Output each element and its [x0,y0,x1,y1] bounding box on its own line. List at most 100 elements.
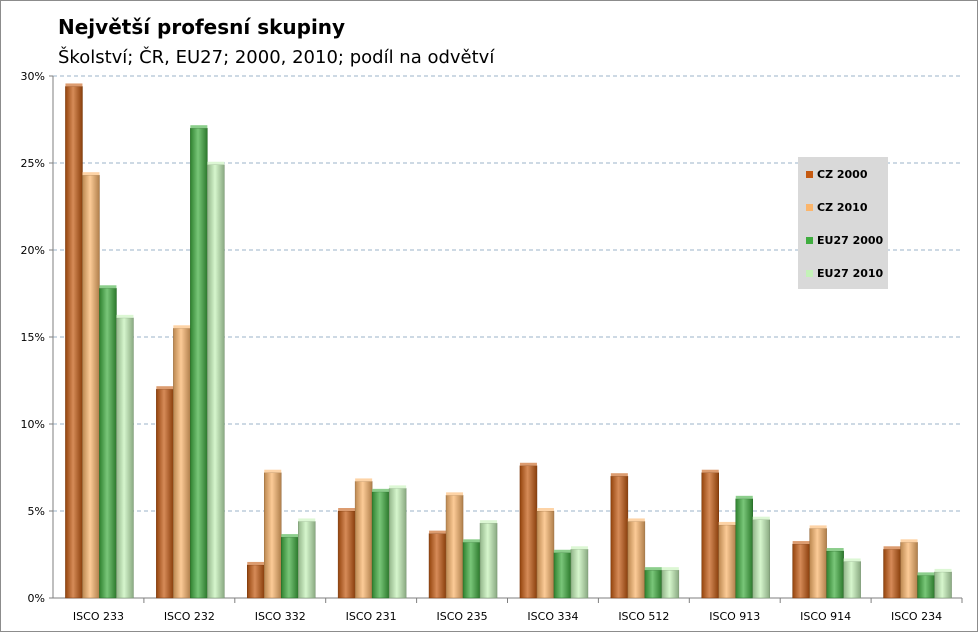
bar-cap [519,462,537,466]
bar-cap [735,495,753,499]
bar-cap [429,530,447,534]
bar-cap [65,83,83,87]
bar [536,510,555,599]
bar [519,465,538,599]
bar-cap [281,534,299,538]
bar [792,543,810,599]
legend-item: EU27 2000 [806,232,883,248]
bar-cap [752,516,770,520]
y-tick-label: 10% [21,418,45,431]
y-tick-label: 25% [21,157,45,170]
x-tick-label: ISCO 235 [437,610,488,623]
bar [917,575,935,599]
bar [570,549,589,599]
y-tick-label: 20% [21,244,45,257]
bar [934,571,952,599]
bar [479,522,498,599]
legend-item: CZ 2000 [806,166,868,182]
bar [809,528,827,599]
chart-subtitle: Školství; ČR, EU27; 2000, 2010; podíl na… [58,47,495,68]
bar [173,328,191,599]
bar-cap [610,473,628,477]
bar-cap [570,546,588,550]
bar [735,498,753,599]
bar-cap [644,567,662,571]
bar-cap [661,567,679,571]
bar [752,519,770,599]
y-tick-label: 0% [28,592,45,605]
bar [156,388,174,599]
bar-cap [298,518,316,522]
legend-swatch [806,269,813,277]
bar [843,561,861,599]
x-tick-label: ISCO 334 [527,610,578,623]
bar-cap [173,325,191,329]
bar-cap [463,539,481,543]
bar-cap [883,546,901,550]
bar [718,524,736,599]
bar [883,549,901,599]
bar-cap [917,572,935,576]
bar [428,533,447,599]
bar-cap [536,508,554,511]
legend-swatch [806,203,813,211]
bar [82,174,100,599]
bar [462,542,481,599]
bar [445,495,464,599]
x-tick-label: ISCO 233 [73,610,124,623]
x-tick-label: ISCO 232 [164,610,215,623]
bar-cap [826,548,844,552]
bar [247,564,265,599]
bar [371,491,390,599]
x-tick-label: ISCO 234 [891,610,942,623]
bar-cap [355,478,373,482]
bar-cap [553,549,571,553]
bar [610,475,629,599]
legend-item: EU27 2010 [806,265,883,281]
bar [207,164,225,599]
bar-cap [190,125,208,129]
x-tick-label: ISCO 231 [346,610,397,623]
bar [826,550,844,599]
bar-cap [247,561,265,565]
legend-label: EU27 2010 [817,266,884,280]
bar-cap [207,161,225,165]
bar [661,569,680,599]
x-tick-label: ISCO 913 [709,610,760,623]
legend-label: CZ 2000 [817,167,868,181]
legend-swatch [806,236,813,244]
legend: CZ 2000 CZ 2010 EU27 2000 EU27 2010 [798,157,888,289]
bar-cap [934,568,952,572]
bar [190,127,208,599]
y-tick-label: 30% [21,70,45,83]
bar [264,472,282,599]
bar-cap [480,520,498,524]
bar-cap [116,314,134,318]
legend-swatch [806,170,813,178]
y-tick-label: 15% [21,331,45,344]
bar-cap [446,492,464,496]
bar [116,317,134,599]
bar [627,521,646,599]
bar [65,86,83,599]
bar-cap [792,541,810,545]
bar-cap [99,285,117,289]
bar-cap [82,172,100,176]
bar [553,552,572,599]
x-tick-label: ISCO 512 [618,610,669,623]
bar [644,569,663,599]
bar [281,536,299,599]
legend-label: EU27 2000 [817,233,884,247]
legend-label: CZ 2010 [817,200,868,214]
bar-cap [843,558,861,562]
bar-cap [264,469,282,473]
bar-cap [156,386,174,390]
x-tick-label: ISCO 914 [800,610,851,623]
bar [388,488,407,599]
x-tick-label: ISCO 332 [255,610,306,623]
bar-cap [718,521,736,525]
chart-title: Největší profesní skupiny [58,15,346,39]
bar [900,542,918,599]
